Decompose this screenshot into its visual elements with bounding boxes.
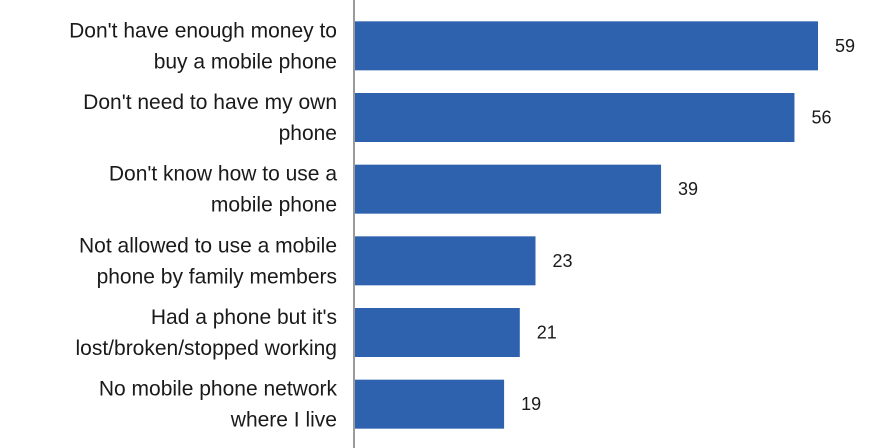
category-label-line: Don't have enough money to bbox=[69, 19, 337, 42]
bar-0 bbox=[355, 21, 818, 71]
category-label-line: phone bbox=[279, 122, 337, 145]
value-label-5: 19 bbox=[521, 394, 541, 414]
value-label-2: 39 bbox=[678, 179, 698, 199]
bar-3 bbox=[355, 236, 536, 286]
category-label-group: Don't have enough money to buy a mobile p… bbox=[69, 19, 337, 431]
bar-group bbox=[355, 21, 818, 429]
category-label-line: where I live bbox=[230, 409, 337, 432]
category-label-3: Not allowed to use a mobile phone by fami… bbox=[79, 234, 337, 288]
category-label-line: Not allowed to use a mobile bbox=[79, 234, 337, 257]
value-label-1: 56 bbox=[811, 108, 831, 128]
category-label-line: phone by family members bbox=[97, 265, 337, 288]
category-label-1: Don't need to have my own phone bbox=[83, 91, 337, 145]
bar-1 bbox=[355, 93, 795, 142]
value-label-3: 23 bbox=[552, 251, 572, 271]
category-label-line: mobile phone bbox=[211, 194, 337, 217]
bar-2 bbox=[355, 164, 662, 214]
category-label-line: Don't know how to use a bbox=[109, 163, 337, 186]
category-label-line: Had a phone but it's bbox=[151, 306, 337, 329]
value-label-group: 59 56 39 23 21 19 bbox=[521, 36, 855, 414]
category-label-4: Had a phone but it's lost/broken/stopped … bbox=[76, 306, 338, 360]
category-label-2: Don't know how to use a mobile phone bbox=[109, 163, 337, 217]
bar-4 bbox=[355, 308, 520, 357]
category-label-line: No mobile phone network bbox=[99, 378, 338, 401]
bar-5 bbox=[355, 379, 505, 429]
value-label-0: 59 bbox=[835, 36, 855, 56]
category-label-line: buy a mobile phone bbox=[154, 50, 337, 73]
category-label-0: Don't have enough money to buy a mobile p… bbox=[69, 19, 337, 73]
value-label-4: 21 bbox=[537, 323, 557, 343]
category-label-line: lost/broken/stopped working bbox=[76, 337, 338, 360]
category-label-line: Don't need to have my own bbox=[83, 91, 337, 114]
category-label-5: No mobile phone network where I live bbox=[99, 378, 338, 432]
